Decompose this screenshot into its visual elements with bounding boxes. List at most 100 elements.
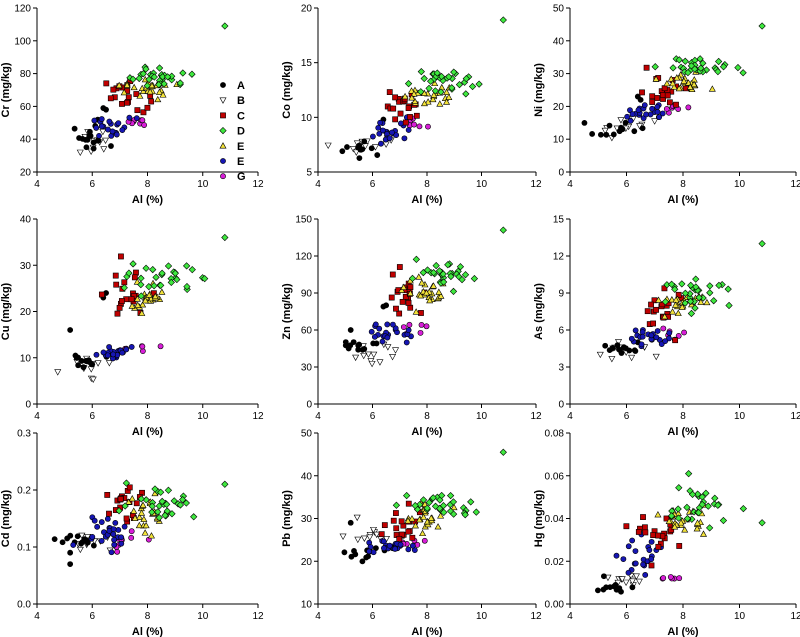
data-point-group-c	[660, 92, 666, 98]
data-point-group-d	[706, 289, 714, 297]
x-tick-label: 12	[790, 411, 800, 422]
data-point-group-e-blue	[372, 321, 379, 328]
x-tick-label: 12	[790, 611, 800, 622]
data-point-group-e-yellow	[669, 79, 677, 87]
data-point-group-d	[440, 508, 448, 517]
x-tick-label: 4	[567, 179, 573, 190]
data-point-group-d	[423, 504, 431, 512]
x-tick-label: 8	[680, 411, 686, 422]
data-point-group-a	[610, 131, 617, 138]
data-point-group-e-blue	[641, 102, 648, 109]
x-axis-title: Al (%)	[667, 194, 699, 206]
data-point-group-e-blue	[648, 538, 655, 545]
data-point-group-e-blue	[110, 526, 117, 533]
data-point-group-d	[704, 502, 712, 510]
data-point-group-d	[168, 510, 176, 518]
data-point-group-d	[444, 261, 452, 269]
x-tick-label: 4	[34, 411, 40, 422]
data-point-group-d	[419, 496, 428, 504]
data-point-group-d	[450, 510, 458, 518]
data-point-group-e-blue	[649, 105, 656, 112]
data-point-group-c	[650, 320, 657, 327]
data-point-group-d	[115, 507, 123, 515]
data-point-group-e-blue	[632, 548, 639, 554]
data-point-group-e-yellow	[123, 81, 131, 88]
x-tick-label: 6	[89, 179, 95, 190]
data-point-group-d	[143, 82, 151, 90]
data-point-group-d	[468, 82, 477, 91]
data-point-group-e-blue	[377, 119, 383, 126]
data-point-group-a	[613, 586, 620, 593]
data-point-group-d	[462, 75, 470, 83]
data-point-group-c	[643, 64, 650, 71]
data-point-group-c	[126, 484, 133, 491]
data-point-group-d	[439, 270, 447, 278]
data-point-group-b	[652, 353, 660, 361]
data-point-group-e-yellow	[420, 513, 428, 520]
data-point-group-a	[79, 539, 86, 546]
y-tick-label: 0.2	[17, 486, 31, 497]
x-tick-label: 12	[252, 179, 264, 190]
data-point-group-d	[137, 274, 145, 282]
data-point-group-g	[421, 537, 428, 544]
data-point-group-e-yellow	[661, 312, 669, 320]
data-point-group-g	[660, 575, 667, 581]
data-point-group-d	[160, 80, 168, 88]
data-point-group-e-yellow	[426, 296, 434, 304]
data-point-group-e-blue	[629, 537, 636, 544]
y-tick-label: 30	[301, 363, 313, 374]
data-point-group-e-yellow	[420, 99, 428, 107]
data-point-group-a	[67, 549, 74, 556]
data-point-group-c	[640, 514, 646, 520]
data-point-group-e-blue	[654, 104, 661, 110]
data-point-group-c	[644, 308, 651, 315]
data-point-group-e-blue	[91, 517, 98, 524]
y-tick-label: 40	[301, 471, 313, 482]
x-tick-label: 8	[680, 179, 686, 190]
data-point-group-b	[339, 533, 347, 540]
data-point-group-c	[98, 291, 105, 298]
data-point-group-a	[344, 144, 350, 150]
data-point-group-c	[673, 101, 679, 108]
data-point-group-c	[675, 291, 682, 298]
data-point-group-d	[661, 298, 670, 306]
x-tick-label: 6	[89, 411, 95, 422]
data-point-group-c	[655, 532, 662, 539]
data-point-group-d	[470, 274, 479, 283]
data-point-group-a	[603, 131, 610, 138]
y-axis-title: Co (mg/kg)	[281, 61, 293, 119]
data-point-group-e-blue	[639, 333, 646, 340]
data-point-group-a	[108, 143, 114, 149]
data-point-group-e-yellow	[693, 525, 701, 532]
y-tick-label: 120	[295, 252, 312, 263]
data-point-group-e-yellow	[128, 495, 136, 502]
data-point-group-c	[386, 89, 393, 95]
data-point-group-e-yellow	[703, 298, 711, 306]
data-point-group-b	[324, 142, 332, 150]
data-point-group-d	[438, 491, 446, 500]
data-point-group-d	[694, 490, 702, 498]
scatter-points	[54, 233, 229, 383]
y-tick-label: 150	[295, 215, 312, 226]
data-point-group-e-blue	[378, 140, 384, 147]
x-axis-title: Al (%)	[667, 626, 699, 637]
x-tick-label: 12	[530, 411, 542, 422]
data-point-group-a	[600, 586, 607, 593]
data-point-group-d	[431, 87, 440, 95]
data-point-group-c	[133, 91, 140, 97]
data-point-group-d	[120, 284, 128, 292]
data-point-group-d	[684, 69, 692, 77]
data-point-group-e-yellow	[401, 92, 409, 100]
y-tick-label: 9	[558, 289, 564, 300]
data-point-group-d	[157, 488, 165, 496]
data-point-group-a	[637, 96, 644, 103]
data-point-group-d	[447, 272, 455, 281]
x-tick-label: 12	[530, 179, 542, 190]
x-tick-label: 12	[790, 179, 800, 190]
data-point-group-d	[154, 508, 162, 516]
data-point-group-d	[429, 494, 437, 502]
data-point-group-b	[651, 118, 659, 125]
data-point-group-e-blue	[390, 321, 396, 328]
data-point-group-e-yellow	[690, 80, 698, 88]
